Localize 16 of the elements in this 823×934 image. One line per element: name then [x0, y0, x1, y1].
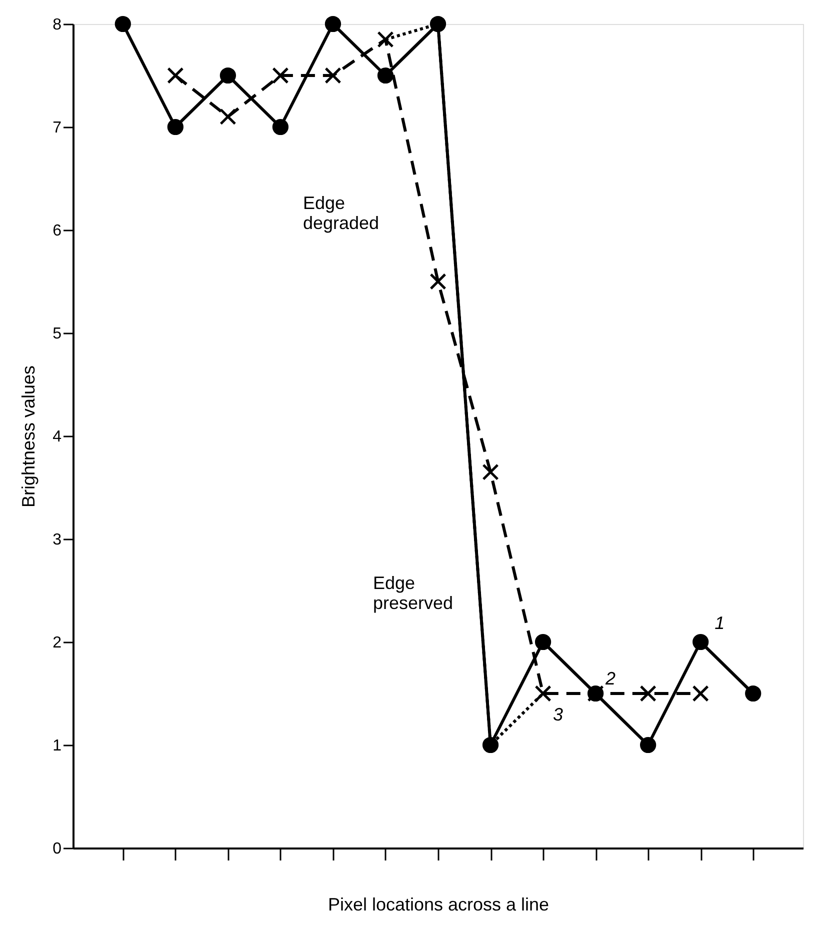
y-tick-label: 1: [52, 738, 62, 754]
y-tick-label: 3: [52, 532, 62, 548]
y-tick-label: 6: [52, 222, 62, 240]
y-tick-label: 4: [52, 428, 62, 446]
series-label: 3: [553, 704, 564, 724]
y-tick-label: 7: [52, 120, 62, 136]
series-label: 1: [714, 613, 725, 633]
x-axis-title: Pixel locations across a line: [328, 894, 550, 914]
annotation: Edge degraded: [303, 193, 380, 233]
annotation: Edge preserved: [373, 573, 454, 613]
y-axis-title: Brightness values: [18, 365, 39, 508]
y-tick-label: 0: [52, 840, 62, 858]
series-label: 2: [604, 668, 616, 688]
y-tick-label: 8: [52, 16, 62, 34]
y-tick-label: 2: [52, 634, 62, 652]
y-tick-label: 5: [52, 326, 62, 342]
